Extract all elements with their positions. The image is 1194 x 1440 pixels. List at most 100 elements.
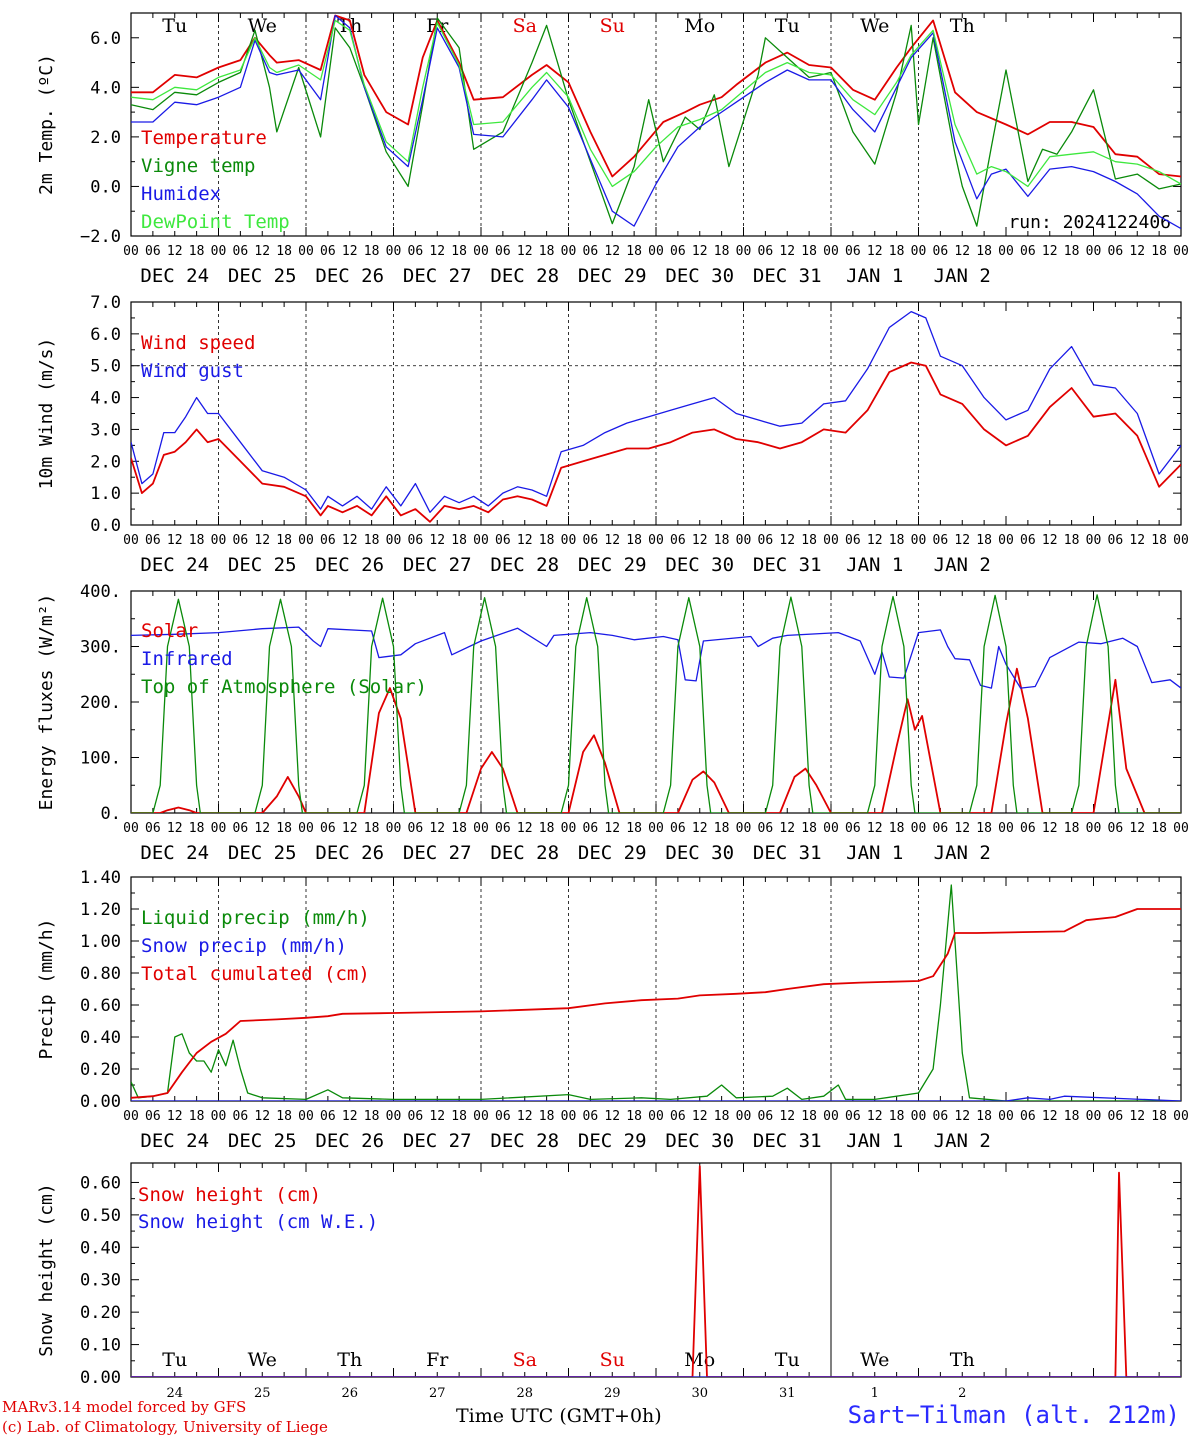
panel-2-hour-label: 00 — [298, 821, 314, 836]
panel-2-hour-label: 12 — [779, 821, 795, 836]
panel-2-hour-label: 18 — [1064, 821, 1080, 836]
panel-1-day-label: DEC 26 — [315, 554, 384, 576]
panel-1-hour-label: 12 — [604, 533, 620, 548]
panel-1-hour-label: 06 — [933, 533, 949, 548]
panel-0-hour-label: 00 — [736, 244, 752, 259]
panel-1-hour-label: 18 — [276, 533, 292, 548]
panel-2-day-label: JAN 2 — [934, 842, 991, 864]
panel-2-hour-label: 00 — [1086, 821, 1102, 836]
panel-2-hour-label: 06 — [933, 821, 949, 836]
panel-2-hour-label: 06 — [495, 821, 511, 836]
panel-4-weekday: Su — [600, 1349, 625, 1371]
panel-1-ytick-label: 6.0 — [90, 325, 121, 345]
panel-2-hour-label: 00 — [736, 821, 752, 836]
panel-3-hour-label: 00 — [1086, 1109, 1102, 1124]
panel-1-hour-label: 00 — [998, 533, 1014, 548]
legend-entry-wind-gust: Wind gust — [141, 360, 244, 382]
panel-1-hour-label: 06 — [670, 533, 686, 548]
panel-0-hour-label: 18 — [1151, 244, 1167, 259]
panel-4-weekday: Sa — [513, 1349, 537, 1371]
panel-2-hour-label: 00 — [561, 821, 577, 836]
panel-1-hour-label: 18 — [364, 533, 380, 548]
panel-1-day-label: DEC 30 — [665, 554, 734, 576]
panel-2-hour-label: 12 — [517, 821, 533, 836]
panel-1-hour-label: 12 — [867, 533, 883, 548]
panel-0-hour-label: 06 — [320, 244, 336, 259]
panel-4-day-number: 26 — [341, 1386, 358, 1401]
panel-0-hour-label: 12 — [167, 244, 183, 259]
panel-3-ytick-label: 0.40 — [80, 1028, 121, 1048]
panel-0-hour-label: 00 — [386, 244, 402, 259]
panel-1-hour-label: 00 — [1173, 533, 1189, 548]
panel-2-hour-label: 06 — [233, 821, 249, 836]
panel-1-hour-label: 06 — [1108, 533, 1124, 548]
panel-3-hour-label: 18 — [976, 1109, 992, 1124]
panel-4-weekday: Th — [950, 1349, 975, 1371]
panel-3-hour-label: 00 — [998, 1109, 1014, 1124]
panel-1-hour-label: 06 — [320, 533, 336, 548]
panel-1-hour-label: 18 — [714, 533, 730, 548]
panel-1-hour-label: 18 — [801, 533, 817, 548]
series-line-vigne-temp — [131, 17, 1181, 227]
panel-2-hour-label: 18 — [1151, 821, 1167, 836]
panel-3-hour-label: 00 — [123, 1109, 139, 1124]
panel-0-hour-label: 18 — [364, 244, 380, 259]
panel-3-ytick-label: 0.20 — [80, 1060, 121, 1080]
series-line-liquid-precip-mm-h — [131, 884, 1181, 1101]
panel-0-frame — [130, 12, 1182, 237]
panel-1-hour-label: 12 — [517, 533, 533, 548]
panel-4-ytick-label: 0.10 — [80, 1336, 121, 1356]
legend-entry-liquid-precip-mm-h: Liquid precip (mm/h) — [141, 907, 370, 929]
panel-0-weekday: Th — [950, 15, 975, 37]
lab-credit: (c) Lab. of Climatology, University of L… — [2, 1418, 328, 1436]
series-line-wind-gust — [131, 310, 1181, 513]
panel-0-weekday: Sa — [513, 15, 537, 37]
panel-1-hour-label: 00 — [911, 533, 927, 548]
legend-entry-temperature: Temperature — [141, 127, 267, 149]
panel-2-hour-label: 12 — [167, 821, 183, 836]
panel-0-ytick-label: 4.0 — [90, 78, 121, 98]
panel-2-ytick-label: 200. — [80, 693, 121, 713]
panel-0-hour-label: 12 — [342, 244, 358, 259]
panel-1-hour-label: 00 — [561, 533, 577, 548]
panel-0-ylabel: 2m Temp. (ºC) — [36, 54, 57, 195]
panel-0-day-label: DEC 25 — [228, 265, 297, 287]
panel-0-day-label: DEC 31 — [753, 265, 822, 287]
panel-0-hour-label: 12 — [604, 244, 620, 259]
panel-1-day-label: JAN 2 — [934, 554, 991, 576]
panel-2-day-label: DEC 25 — [228, 842, 297, 864]
panel-0-hour-label: 00 — [823, 244, 839, 259]
panel-3-day-label: DEC 27 — [403, 1130, 472, 1152]
panel-2-hour-label: 06 — [145, 821, 161, 836]
panel-4-day-number: 30 — [691, 1386, 708, 1401]
panel-3-hour-label: 12 — [954, 1109, 970, 1124]
panel-0-ytick-label: 0.0 — [90, 177, 121, 197]
panel-3-hour-label: 06 — [408, 1109, 424, 1124]
panel-1-ytick-label: 1.0 — [90, 484, 121, 504]
panel-1-hour-label: 06 — [845, 533, 861, 548]
panel-2-hour-label: 18 — [626, 821, 642, 836]
panel-0-hour-label: 06 — [495, 244, 511, 259]
panel-1-hour-label: 06 — [1020, 533, 1036, 548]
panel-0-run-annotation: run: 2024122406 — [1008, 212, 1171, 233]
panel-2-hour-label: 12 — [1042, 821, 1058, 836]
panel-1-ytick-label: 7.0 — [90, 293, 121, 313]
panel-2-hour-label: 00 — [911, 821, 927, 836]
panel-3-hour-label: 18 — [801, 1109, 817, 1124]
panel-0-hour-label: 00 — [1086, 244, 1102, 259]
panel-3-hour-label: 00 — [386, 1109, 402, 1124]
panel-3-day-label: DEC 30 — [665, 1130, 734, 1152]
panel-0-hour-label: 06 — [233, 244, 249, 259]
panel-0-weekday: We — [860, 15, 889, 37]
panel-0-hour-label: 12 — [1042, 244, 1058, 259]
panel-0-hour-label: 18 — [451, 244, 467, 259]
panel-2-day-label: DEC 30 — [665, 842, 734, 864]
panel-2-hour-label: 18 — [276, 821, 292, 836]
panel-3-hour-label: 12 — [692, 1109, 708, 1124]
legend-entry-snow-height-cm: Snow height (cm) — [138, 1184, 321, 1206]
panel-3-hour-label: 06 — [670, 1109, 686, 1124]
panel-3-ytick-label: 0.80 — [80, 964, 121, 984]
panel-0-hour-label: 06 — [845, 244, 861, 259]
panel-4-day-number: 31 — [779, 1386, 796, 1401]
panel-0-hour-label: 12 — [779, 244, 795, 259]
